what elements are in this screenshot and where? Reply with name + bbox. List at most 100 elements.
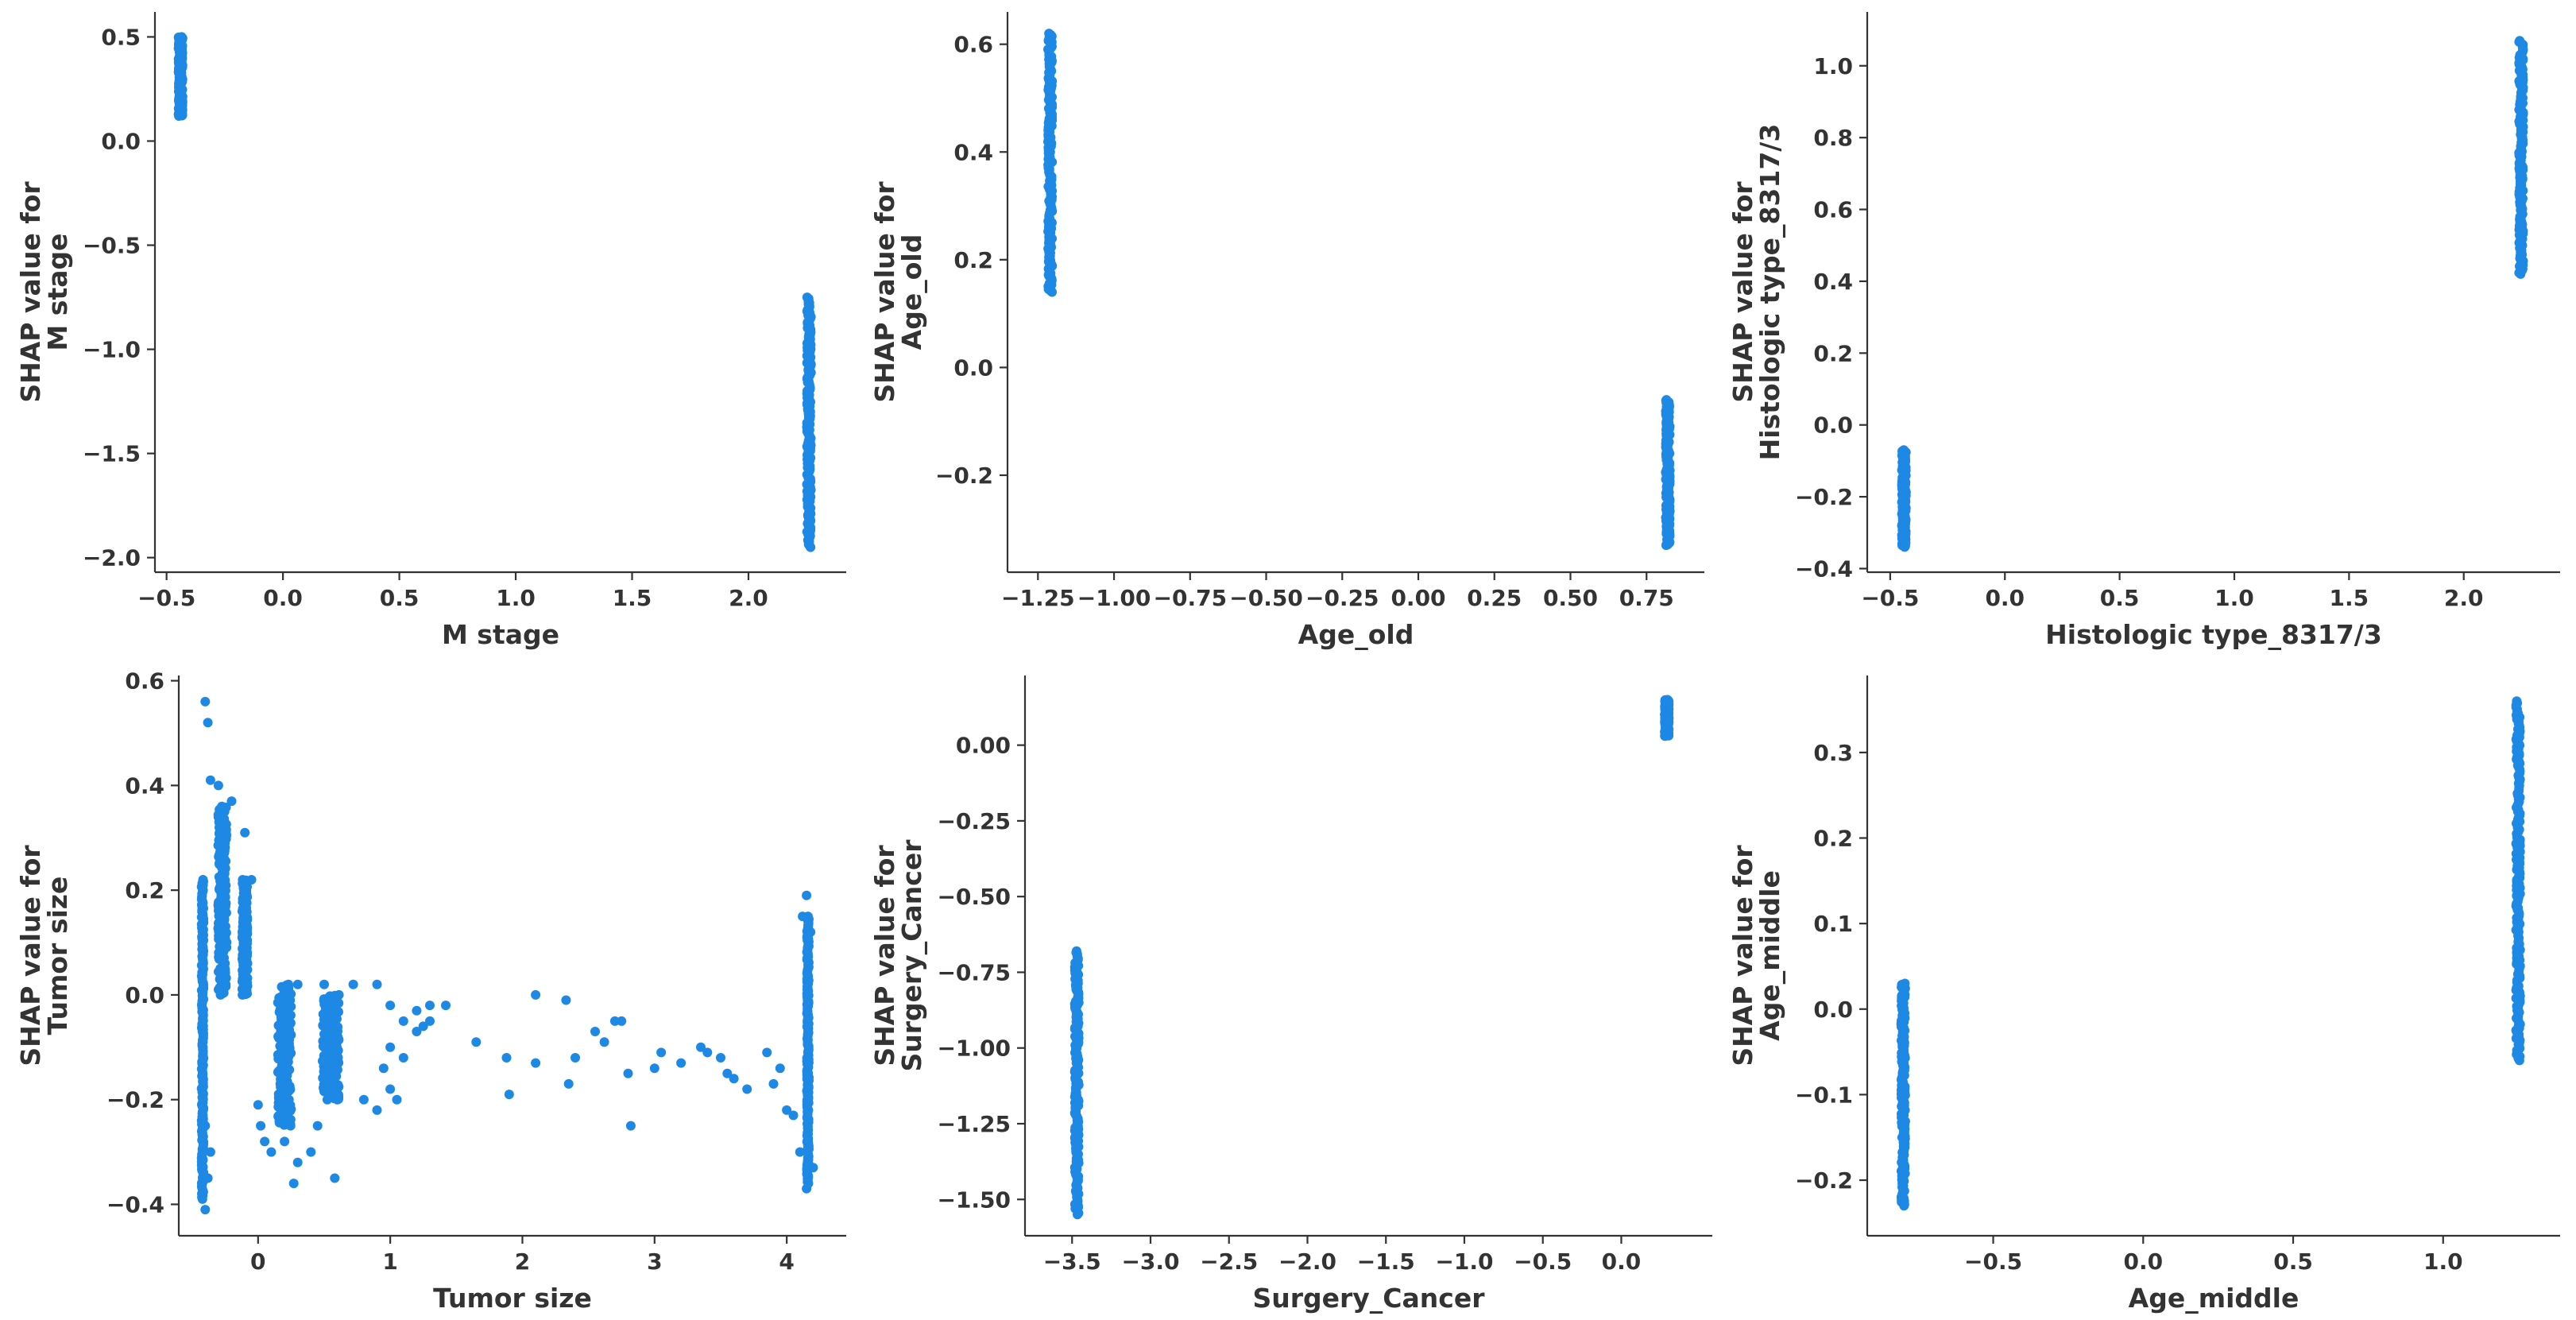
point-cluster-1	[1069, 946, 1084, 1220]
x-tick-label: 0.5	[2100, 585, 2140, 611]
scatter-point	[197, 1189, 207, 1199]
y-axis-label: SHAP value forHistologic type_8317/3	[1727, 124, 1785, 461]
y-tick-label: 1.0	[1813, 53, 1853, 79]
scatter-point	[398, 1053, 408, 1063]
scatter-point	[531, 1058, 541, 1068]
scatter-point	[625, 1121, 636, 1131]
y-tick-label: −0.5	[83, 233, 141, 259]
scatter-point	[563, 1078, 574, 1089]
y-tick-label: −0.50	[937, 884, 1011, 910]
y-tick-label: 0.4	[125, 772, 164, 799]
scatter-point	[203, 1173, 213, 1183]
y-tick-label: 0.8	[1813, 125, 1853, 151]
scatter-point	[768, 1078, 779, 1089]
x-tick-label: 0.50	[1543, 585, 1598, 611]
y-axis-label: SHAP value forTumor size	[15, 845, 73, 1066]
point-cluster-2	[2511, 696, 2525, 1066]
x-axis-label: Age_middle	[2129, 1283, 2299, 1314]
x-tick-label: 1.0	[2214, 585, 2254, 611]
y-tick-label: 0.0	[1813, 412, 1853, 439]
scatter-points	[1043, 29, 1675, 551]
y-tick-label: 0.4	[953, 139, 993, 165]
x-tick-label: 1.5	[613, 585, 652, 611]
x-tick-label: 0.0	[1985, 585, 2025, 611]
scatter-points	[1897, 36, 2528, 552]
x-tick-label: −0.5	[137, 585, 195, 611]
scatter-point	[266, 1147, 277, 1157]
scatter-point	[385, 1001, 396, 1011]
scatter-point	[617, 1016, 627, 1026]
y-tick-label: 0.0	[1813, 997, 1853, 1023]
scatter-point	[256, 1121, 266, 1131]
scatter-point	[280, 1136, 290, 1147]
x-tick-label: 3	[647, 1248, 662, 1275]
y-tick-label: 0.6	[1813, 197, 1853, 223]
scatter-point	[782, 1105, 792, 1115]
scatter-point	[702, 1047, 713, 1058]
scatter-point	[623, 1068, 633, 1078]
x-tick-label: 0.00	[1390, 585, 1445, 611]
scatter-points	[1069, 695, 1674, 1220]
point-cluster-2	[1660, 695, 1674, 741]
scatter-point	[504, 1090, 514, 1100]
y-tick-label: −1.5	[83, 441, 141, 467]
scatter-point	[306, 1147, 316, 1157]
x-tick-label: 1.5	[2330, 585, 2369, 611]
scatter-point	[312, 1121, 323, 1131]
x-tick-label: −0.25	[1305, 585, 1379, 611]
scatter-point	[2512, 696, 2522, 706]
scatter-point	[348, 979, 358, 989]
scatter-point	[217, 801, 227, 811]
x-tick-label: 2.0	[729, 585, 768, 611]
x-axis-label: Surgery_Cancer	[1252, 1283, 1485, 1314]
scatter-point	[1661, 395, 1672, 405]
y-tick-label: 0.00	[956, 733, 1011, 759]
point-cluster-1	[1896, 978, 1910, 1211]
y-tick-label: 0.2	[953, 247, 993, 273]
point-cluster-1	[1043, 29, 1058, 297]
y-tick-label: 0.2	[1813, 826, 1853, 852]
scatter-point	[205, 1147, 215, 1157]
scatter-point	[412, 1027, 422, 1036]
x-axis-label: Age_old	[1298, 619, 1414, 650]
y-tick-label: 0.4	[1813, 269, 1853, 295]
subplot-4: 0 1 2 3 4 0.6 0.4 0.2 0.0 −0.2 −0.4 Tumor size SHAP …	[15, 668, 846, 1314]
scatter-point	[656, 1047, 667, 1058]
point-cluster-4	[273, 979, 296, 1131]
scatter-point	[722, 1068, 733, 1078]
scatter-point	[2515, 36, 2525, 46]
x-tick-label: 1.0	[2423, 1248, 2463, 1275]
x-tick-label: −2.5	[1200, 1248, 1258, 1275]
scatter-point	[649, 1063, 659, 1074]
point-cluster-2	[2514, 36, 2528, 279]
x-axis-label: M stage	[442, 619, 559, 650]
x-tick-label: 2.0	[2444, 585, 2484, 611]
x-tick-label: 2	[515, 1248, 530, 1275]
x-tick-label: 4	[779, 1248, 794, 1275]
y-tick-label: 0.1	[1813, 911, 1853, 937]
scatter-point	[808, 1163, 818, 1173]
x-tick-label: −0.5	[1861, 585, 1919, 611]
scatter-point	[788, 1110, 799, 1121]
scatter-point	[775, 1063, 785, 1074]
x-tick-label: −1.5	[1357, 1248, 1415, 1275]
scatter-point	[246, 875, 257, 885]
scatter-point	[590, 1027, 600, 1036]
scatter-point	[609, 1016, 620, 1026]
point-cluster-1	[1897, 445, 1911, 552]
scatter-point	[802, 292, 812, 303]
scatter-points	[173, 32, 816, 552]
point-cluster-5	[318, 989, 344, 1105]
x-tick-label: −0.50	[1229, 585, 1303, 611]
scatter-point	[1662, 695, 1673, 705]
y-tick-label: 0.6	[125, 668, 164, 695]
scatter-point	[292, 1157, 303, 1167]
y-tick-label: −2.0	[83, 545, 141, 571]
scatter-point	[1071, 946, 1081, 956]
scatter-point	[802, 1183, 812, 1194]
scatter-point	[226, 796, 237, 807]
scatter-point	[319, 979, 329, 989]
scatter-point	[198, 875, 208, 885]
x-tick-label: 1	[382, 1248, 397, 1275]
y-tick-label: −0.25	[937, 808, 1011, 834]
